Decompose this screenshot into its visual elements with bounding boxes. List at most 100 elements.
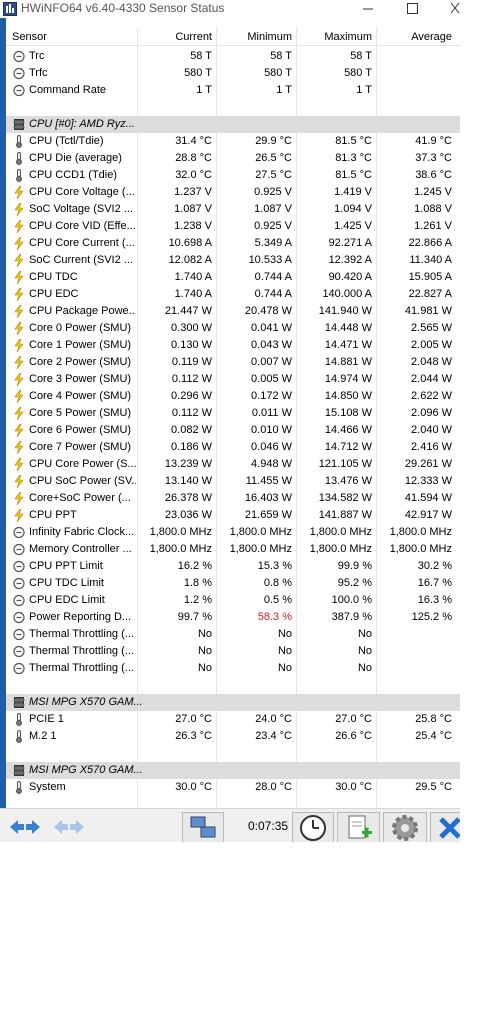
sensor-name: Core 0 Power (SMU) <box>29 322 132 334</box>
group-title: MSI MPG X570 GAM... <box>29 696 143 708</box>
network-button[interactable] <box>182 812 224 842</box>
sensor-value: 99.7 % <box>177 611 212 623</box>
sensor-value: 2.416 W <box>411 441 452 453</box>
group-title: MSI MPG X570 GAM... <box>29 764 143 776</box>
sensor-value: 14.974 W <box>324 373 372 385</box>
sensor-value: 1.8 % <box>183 577 212 589</box>
sensor-value: 0.005 W <box>251 373 292 385</box>
volt-icon <box>14 186 24 199</box>
sensor-value: 22.827 A <box>408 288 452 300</box>
sensor-name: Command Rate <box>29 84 107 96</box>
sensor-value: 95.2 % <box>337 577 372 589</box>
column-title[interactable]: Sensor <box>12 31 47 43</box>
sensor-value: 1,800.0 MHz <box>309 526 372 538</box>
sensor-value: 125.2 % <box>411 611 452 623</box>
sensor-value: 11.455 W <box>245 475 292 487</box>
column-title[interactable]: Current <box>175 31 212 43</box>
column-title[interactable]: Maximum <box>324 31 372 43</box>
title-bar: HWiNFO64 v6.40-4330 Sensor Status <box>0 0 460 18</box>
column-divider <box>137 27 138 808</box>
volt-icon <box>14 458 24 471</box>
sensor-value: 81.5 °C <box>335 169 372 181</box>
sensor-value: 28.8 °C <box>175 152 212 164</box>
sensor-value: 0.925 V <box>254 220 292 232</box>
clock-icon <box>13 560 25 573</box>
sensor-value: 0.119 W <box>171 356 212 368</box>
sensor-value: 134.582 W <box>318 492 372 504</box>
sensor-value: 1.261 V <box>414 220 452 232</box>
sensor-value: 10.533 A <box>248 254 292 266</box>
sensor-name: System <box>29 781 66 793</box>
sensor-value: 1.094 V <box>334 203 372 215</box>
sensor-value: 12.333 W <box>404 475 452 487</box>
sensor-value: 580 T <box>344 67 372 79</box>
volt-icon <box>14 492 24 505</box>
sensor-name: SoC Voltage (SVI2 ... <box>29 203 133 215</box>
column-header: Sensor Current Minimum Maximum Average <box>6 27 460 46</box>
sensor-value: 1.740 A <box>174 288 212 300</box>
sensor-value: 0.007 W <box>251 356 292 368</box>
clock-button[interactable] <box>292 812 334 842</box>
volt-icon <box>14 424 24 437</box>
sensor-value: 99.9 % <box>337 560 372 572</box>
sensor-name: CPU TDC Limit <box>29 577 104 589</box>
volt-icon <box>14 305 24 318</box>
sensor-value: 1.425 V <box>334 220 372 232</box>
column-title[interactable]: Average <box>411 31 452 43</box>
sensor-value: 29.261 W <box>404 458 452 470</box>
sensor-value: No <box>357 628 372 640</box>
group-row: MSI MPG X570 GAM... <box>6 762 460 779</box>
sensor-value: 14.466 W <box>324 424 372 436</box>
window-title: HWiNFO64 v6.40-4330 Sensor Status <box>21 1 225 15</box>
clock-icon <box>13 577 25 590</box>
sensor-value: 41.9 °C <box>415 135 452 147</box>
sensor-value: 0.041 W <box>251 322 292 334</box>
sensor-value: No <box>357 662 372 674</box>
sensor-value: 27.0 °C <box>175 713 212 725</box>
sensor-name: Power Reporting D... <box>29 611 132 623</box>
chip-icon <box>13 697 25 708</box>
sensor-value: 16.3 % <box>417 594 452 606</box>
settings-button[interactable] <box>383 812 427 842</box>
sensor-value: 2.565 W <box>411 322 452 334</box>
sensor-name: M.2 1 <box>29 730 57 742</box>
sensor-name: Trc <box>29 50 45 62</box>
sensor-value: 27.0 °C <box>335 713 372 725</box>
column-title[interactable]: Minimum <box>247 31 292 43</box>
sensor-name: Memory Controller ... <box>29 543 132 555</box>
sensor-value: 0.296 W <box>171 390 212 402</box>
sensor-value: 387.9 % <box>331 611 372 623</box>
temp-icon <box>16 781 22 794</box>
sensor-value: 1,800.0 MHz <box>389 526 452 538</box>
sensor-value: 5.349 A <box>254 237 292 249</box>
chip-icon <box>13 119 25 130</box>
sensor-value: 141.887 W <box>318 509 372 521</box>
sensor-value: 81.5 °C <box>335 135 372 147</box>
sensor-name: CPU Package Powe... <box>29 305 136 317</box>
close-button[interactable] <box>430 812 460 842</box>
clock-icon <box>13 84 25 97</box>
sensor-value: 1.237 V <box>174 186 212 198</box>
sensor-value: 1 T <box>196 84 212 96</box>
sensor-value: 1.087 V <box>254 203 292 215</box>
sensor-value: 0.5 % <box>263 594 292 606</box>
sensor-value: 25.4 °C <box>415 730 452 742</box>
settings-icon <box>392 815 418 841</box>
sensor-name: CPU Core Current (... <box>29 237 135 249</box>
report-button[interactable] <box>337 812 380 842</box>
sensor-name: CPU PPT Limit <box>29 560 103 572</box>
nav-arrows[interactable] <box>8 816 88 838</box>
sensor-value: 0.011 W <box>251 407 292 419</box>
sensor-value: 0.010 W <box>251 424 292 436</box>
window-controls[interactable] <box>355 0 460 18</box>
sensor-value: 22.866 A <box>408 237 452 249</box>
app-icon <box>3 2 17 16</box>
sensor-value: 23.4 °C <box>255 730 292 742</box>
column-divider <box>376 27 377 808</box>
sensor-value: 0.300 W <box>171 322 212 334</box>
sensor-value: 21.659 W <box>244 509 292 521</box>
sensor-value: 580 T <box>264 67 292 79</box>
sensor-value: 28.0 °C <box>255 781 292 793</box>
clock-icon <box>13 50 25 63</box>
